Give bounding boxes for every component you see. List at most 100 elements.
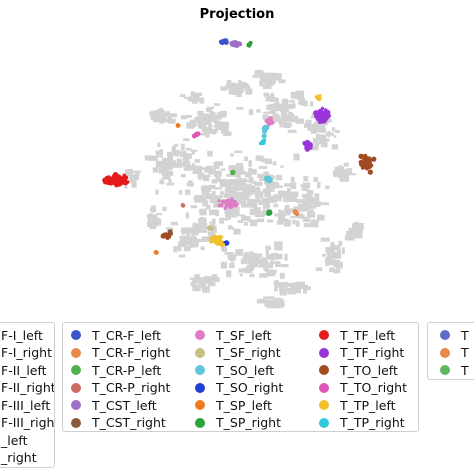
data-point (316, 96, 320, 100)
background-point (329, 268, 335, 273)
legend-marker (319, 348, 329, 358)
background-point (264, 265, 268, 267)
legend-label: F-I_left (1, 328, 43, 343)
legend-marker (440, 348, 450, 358)
background-point (321, 202, 329, 205)
background-point (238, 84, 244, 87)
legend-entry: T_SP_right (195, 414, 281, 432)
background-point (150, 208, 155, 212)
legend-entry: _left (1, 431, 28, 449)
background-point (303, 289, 307, 294)
background-point (273, 161, 277, 165)
background-point (275, 304, 283, 308)
background-point (184, 246, 191, 251)
background-point (201, 246, 205, 250)
background-point (270, 75, 278, 78)
background-point (221, 169, 226, 171)
background-point (241, 204, 248, 207)
background-point (321, 238, 330, 242)
background-point (280, 165, 283, 168)
legend-entry: T_TO_right (319, 379, 407, 397)
background-point (163, 207, 167, 211)
legend-label: T_SF_right (216, 345, 281, 360)
background-point (198, 176, 201, 180)
data-point (216, 241, 220, 245)
background-point (313, 138, 318, 144)
legend-main: T_CR-F_leftT_CR-F_rightT_CR-P_leftT_CR-P… (62, 322, 419, 432)
background-point (195, 93, 202, 97)
background-point (191, 94, 196, 99)
legend-entry: T_TO_left (319, 361, 398, 379)
legend-label: T_TF_left (340, 328, 395, 343)
data-point (366, 162, 369, 165)
background-point (307, 212, 315, 218)
background-point (203, 132, 209, 134)
data-point (368, 163, 373, 168)
background-point (310, 222, 318, 228)
background-point (304, 123, 309, 128)
legend-entry: T_CR-F_left (71, 326, 161, 344)
legend-label: T_CR-F_right (92, 345, 170, 360)
background-point (179, 255, 186, 258)
background-point (299, 213, 302, 218)
data-point (262, 142, 265, 145)
background-point (316, 267, 323, 271)
background-point (136, 174, 139, 180)
background-point (191, 205, 197, 208)
legend-label: F-III_left (1, 398, 50, 413)
background-point (214, 125, 219, 128)
legend-marker (195, 365, 205, 375)
background-point (226, 84, 233, 89)
background-point (232, 88, 241, 95)
data-point (323, 112, 325, 114)
background-point (225, 193, 229, 196)
background-point (254, 214, 257, 217)
background-point (185, 237, 190, 243)
background-point (344, 163, 349, 167)
background-point (193, 197, 202, 200)
data-point (103, 179, 105, 181)
background-point (180, 94, 186, 97)
legend-label: T_SO_right (216, 380, 283, 395)
background-point (302, 194, 308, 197)
legend-label: T_TF_right (340, 345, 404, 360)
background-point (335, 169, 339, 171)
legend-label: F-II_left (1, 363, 47, 378)
data-point (308, 146, 311, 149)
legend-label: T_TP_right (340, 415, 405, 430)
background-point (317, 215, 325, 221)
background-point (241, 193, 247, 199)
legend-entry: T (440, 326, 469, 344)
data-point (323, 115, 328, 120)
legend-label: T_CST_right (92, 415, 166, 430)
background-point (221, 262, 227, 269)
background-point (202, 287, 206, 292)
background-point (296, 221, 300, 227)
data-point (235, 203, 239, 207)
legend-marker (71, 418, 81, 428)
background-point (186, 213, 189, 219)
background-point (226, 186, 234, 190)
legend-partial-right: TTT (427, 322, 474, 380)
background-point (171, 222, 178, 226)
background-point (310, 101, 313, 106)
background-point (249, 109, 253, 115)
background-points (124, 70, 364, 308)
background-point (228, 255, 236, 260)
background-point (325, 186, 329, 190)
background-point (345, 235, 353, 240)
data-point (181, 203, 185, 207)
data-point (248, 43, 252, 47)
background-point (342, 247, 345, 253)
legend-entry: F-I_left (1, 326, 43, 344)
legend-marker (71, 365, 81, 375)
legend-label: F-I_right (1, 345, 52, 360)
legend-marker (319, 400, 329, 410)
legend-entry: T_CST_left (71, 396, 157, 414)
data-point (319, 94, 322, 97)
legend-label: T_TO_left (340, 363, 398, 378)
background-point (156, 213, 162, 215)
legend-entry: T_SO_right (195, 379, 283, 397)
background-point (279, 286, 287, 292)
data-point (321, 107, 324, 110)
